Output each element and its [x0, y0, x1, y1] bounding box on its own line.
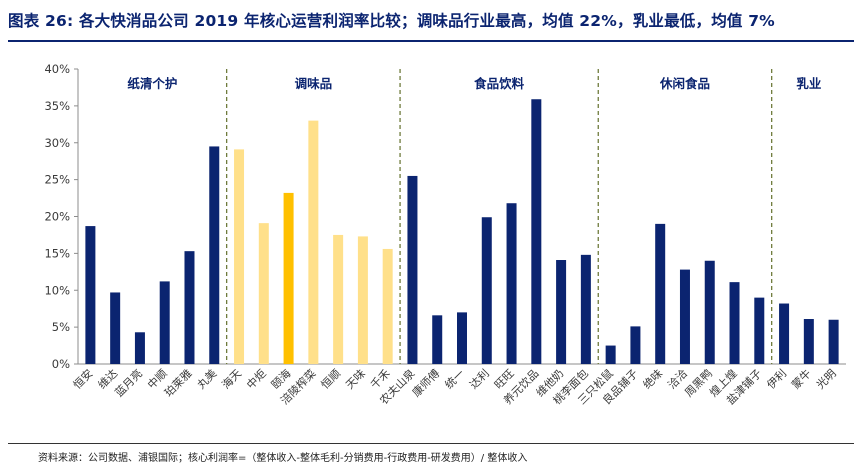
- group-label: 休闲食品: [659, 76, 710, 91]
- bar: [531, 99, 542, 365]
- bar: [457, 312, 467, 364]
- x-tick-label: 中炬: [244, 367, 269, 392]
- group-label: 食品饮料: [473, 76, 525, 91]
- source-note: 资料来源：公司数据、浦银国际；核心利润率=（整体收入-整体毛利-分销费用-行政费…: [38, 453, 528, 464]
- bar: [803, 319, 814, 364]
- x-tick-label: 恒顺: [319, 367, 344, 392]
- y-tick-label: 10%: [44, 283, 70, 297]
- x-tick-label: 蓝月亮: [112, 366, 145, 399]
- bar: [283, 192, 294, 364]
- x-tick-label: 康师傅: [409, 366, 442, 399]
- bar: [357, 236, 368, 364]
- bar: [655, 223, 666, 364]
- bar: [134, 332, 145, 364]
- bar: [85, 226, 96, 364]
- bar: [258, 223, 269, 364]
- bar: [580, 254, 591, 364]
- group-label: 纸清个护: [127, 76, 177, 91]
- group-label: 调味品: [295, 76, 333, 91]
- x-tick-label: 统一: [442, 367, 467, 392]
- group-label: 乳业: [796, 76, 822, 91]
- y-tick-label: 30%: [44, 136, 70, 150]
- x-tick-label: 丸美: [195, 367, 220, 392]
- x-tick-label: 蒙牛: [789, 366, 814, 391]
- bar: [556, 260, 567, 364]
- bar: [481, 217, 492, 364]
- x-tick-label: 天味: [343, 367, 368, 392]
- bar: [407, 175, 418, 364]
- bar: [333, 234, 344, 364]
- y-tick-label: 15%: [44, 246, 70, 260]
- bar: [308, 120, 319, 364]
- bar: [779, 303, 790, 364]
- bar: [729, 282, 740, 364]
- bar-chart: 0% 5% 10% 15% 20% 25% 30% 35% 40% 纸清个护 调味品 食品饮料 休闲食品…: [44, 62, 846, 407]
- bar: [828, 319, 839, 364]
- bar: [110, 292, 121, 364]
- bar: [234, 149, 245, 364]
- bar: [432, 315, 443, 364]
- title-divider: [8, 40, 854, 42]
- bar: [184, 251, 195, 364]
- x-tick-label: 达利: [467, 367, 492, 392]
- bar: [679, 269, 690, 364]
- y-tick-label: 25%: [44, 173, 70, 187]
- bar: [704, 260, 715, 364]
- x-tick-label: 周黑鸭: [682, 367, 715, 400]
- x-tick-label: 伊利: [764, 367, 789, 392]
- bar: [506, 203, 517, 364]
- bar: [605, 345, 616, 364]
- y-tick-label: 40%: [44, 62, 70, 76]
- y-tick-label: 35%: [44, 99, 70, 113]
- page-title: 图表 26: 各大快消品公司 2019 年核心运营利润率比较；调味品行业最高，均…: [8, 12, 775, 30]
- bar: [209, 146, 220, 364]
- x-tick-label: 恒安: [70, 366, 95, 391]
- x-tick-label: 绝味: [640, 366, 665, 391]
- bar: [159, 281, 170, 364]
- title-bar: 图表 26: 各大快消品公司 2019 年核心运营利润率比较；调味品行业最高，均…: [8, 6, 854, 34]
- bar: [754, 297, 765, 364]
- bar: [630, 326, 641, 364]
- y-tick-label: 5%: [52, 320, 70, 334]
- x-tick-label: 光明: [813, 366, 838, 391]
- x-tick-label: 珀莱雅: [161, 366, 194, 399]
- bar: [382, 248, 393, 364]
- y-tick-label: 20%: [44, 210, 70, 224]
- y-tick-label: 0%: [52, 357, 70, 371]
- x-tick-label: 海天: [219, 366, 244, 391]
- footer-divider: [8, 443, 854, 444]
